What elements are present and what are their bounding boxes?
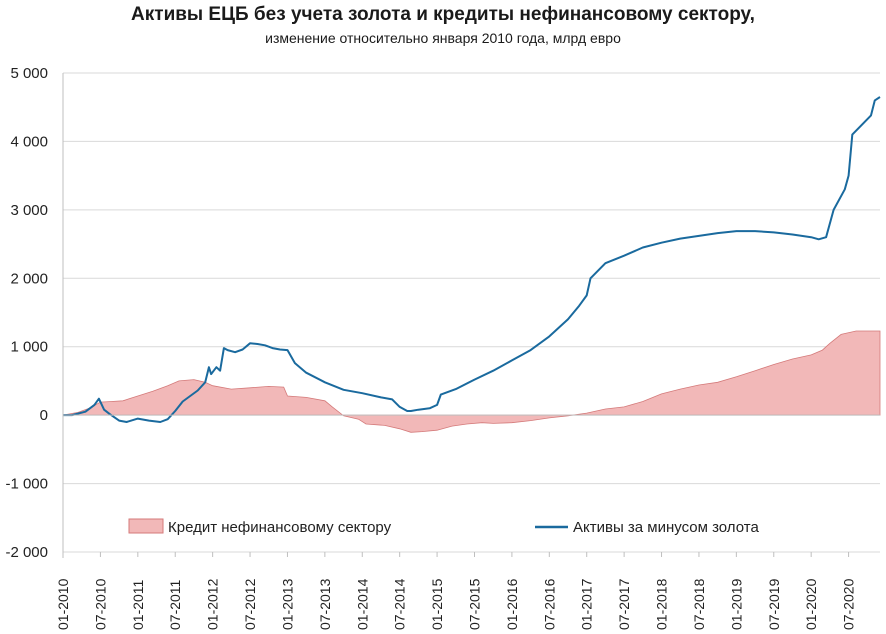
x-tick-label: 01-2020	[803, 578, 819, 630]
x-tick-label: 01-2018	[654, 578, 670, 630]
x-tick-label: 07-2015	[466, 578, 482, 630]
y-tick-label: -2 000	[5, 544, 48, 561]
x-axis: 01-2010 07-2010 01-2011 07-2011 01-2012 07-20…	[55, 73, 880, 630]
legend-swatch-credit	[128, 518, 164, 534]
x-tick-label: 01-2017	[579, 578, 595, 630]
y-tick-label: -1 000	[5, 476, 48, 493]
y-tick-label: 5 000	[10, 65, 48, 82]
chart-title: Активы ЕЦБ без учета золота и кредиты не…	[131, 4, 755, 25]
chart-subtitle: изменение относительно января 2010 года,…	[265, 30, 621, 46]
line-layer	[63, 96, 881, 423]
y-axis: -2 000 -1 000 0 1 000 2 000 3 000 4 000 5 000	[5, 65, 48, 561]
y-tick-label: 3 000	[10, 202, 48, 219]
grid-layer	[63, 72, 880, 553]
legend-label-credit: Кредит нефинансовому сектору	[168, 519, 392, 536]
x-tick-label: 07-2014	[392, 578, 408, 630]
x-tick-label: 07-2016	[541, 578, 557, 630]
x-tick-label: 07-2012	[242, 578, 258, 630]
legend: Кредит нефинансовому сектору Активы за м…	[128, 518, 759, 536]
x-tick-label: 07-2018	[691, 578, 707, 630]
x-tick-label: 07-2011	[167, 579, 183, 630]
x-tick-label: 01-2010	[55, 578, 71, 630]
x-tick-label: 07-2010	[92, 578, 108, 630]
line-assets-ex-gold	[63, 96, 881, 423]
x-tick-label: 01-2011	[130, 579, 146, 630]
y-tick-label: 1 000	[10, 339, 48, 356]
x-tick-label: 07-2020	[841, 578, 857, 630]
x-tick-label: 01-2013	[279, 578, 295, 630]
y-tick-label: 2 000	[10, 270, 48, 287]
x-tick-label: 01-2015	[429, 578, 445, 630]
x-tick-label: 07-2017	[616, 578, 632, 630]
legend-label-assets: Активы за минусом золота	[573, 519, 759, 536]
area-credit-nonfinancial	[62, 330, 881, 433]
y-tick-label: 0	[40, 407, 48, 424]
y-tick-label: 4 000	[10, 133, 48, 150]
x-tick-label: 07-2013	[317, 578, 333, 630]
x-tick-label: 01-2012	[205, 578, 221, 630]
x-tick-label: 01-2014	[354, 578, 370, 630]
x-tick-label: 07-2019	[766, 578, 782, 630]
x-tick-label: 01-2016	[504, 578, 520, 630]
x-tick-label: 01-2019	[728, 578, 744, 630]
area-layer	[62, 330, 881, 433]
